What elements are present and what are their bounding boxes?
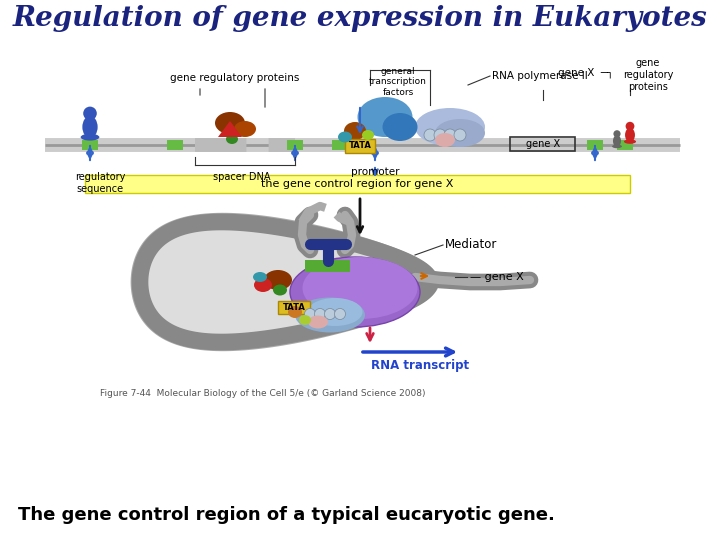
Ellipse shape [264,270,292,290]
Ellipse shape [290,257,420,327]
Text: the gene control region for gene X: the gene control region for gene X [261,179,453,189]
FancyBboxPatch shape [278,301,310,314]
Text: Regulation of gene expression in Eukaryotes: Regulation of gene expression in Eukaryo… [13,4,707,31]
Ellipse shape [338,132,352,143]
Ellipse shape [308,315,328,328]
Text: gene X  ─┐: gene X ─┐ [558,68,613,78]
Text: promoter: promoter [351,167,400,177]
Ellipse shape [299,315,311,325]
Text: TATA: TATA [282,303,305,313]
Bar [85,175,630,193]
Bar [82,140,98,150]
Ellipse shape [613,135,621,147]
Ellipse shape [344,122,366,140]
Circle shape [626,122,634,131]
Text: RNA polymerase II: RNA polymerase II [492,71,588,81]
Ellipse shape [234,121,256,137]
Text: The gene control region of a typical eucaryotic gene.: The gene control region of a typical euc… [18,506,555,524]
Ellipse shape [624,139,636,144]
Circle shape [454,129,466,141]
Circle shape [84,106,96,120]
Circle shape [305,308,315,320]
Circle shape [444,129,456,141]
Text: Mediator: Mediator [445,239,498,252]
Circle shape [613,130,621,137]
Ellipse shape [253,272,267,282]
Circle shape [335,308,346,320]
Polygon shape [132,214,438,350]
Ellipse shape [82,116,98,138]
Circle shape [434,129,446,141]
Text: RNA transcript: RNA transcript [371,359,469,372]
Text: general
transcription
factors: general transcription factors [369,67,427,97]
Bar [332,140,348,150]
Ellipse shape [226,134,238,144]
Ellipse shape [254,278,272,292]
Text: gene X: gene X [526,139,560,149]
Ellipse shape [435,119,485,147]
Ellipse shape [273,285,287,295]
Text: TATA: TATA [348,141,372,151]
Ellipse shape [358,97,413,137]
Text: Figure 7-44  Molecular Biology of the Cell 5/e (© Garland Science 2008): Figure 7-44 Molecular Biology of the Cel… [100,389,426,399]
Ellipse shape [295,298,365,333]
Circle shape [424,129,436,141]
Ellipse shape [362,130,374,140]
Ellipse shape [625,128,635,142]
Ellipse shape [382,113,418,141]
Bar [587,140,603,150]
Text: spacer DNA: spacer DNA [213,172,271,182]
Ellipse shape [415,108,485,146]
Ellipse shape [215,112,245,134]
Polygon shape [218,121,242,137]
Bar [305,260,350,272]
Text: gene regulatory proteins: gene regulatory proteins [171,73,300,83]
Ellipse shape [81,134,99,140]
Circle shape [315,308,325,320]
Circle shape [325,308,336,320]
Text: — gene X: — gene X [470,272,523,282]
Ellipse shape [302,257,418,319]
Bar [167,140,183,150]
Ellipse shape [435,133,455,147]
Ellipse shape [307,298,362,326]
Bar [617,140,633,150]
Ellipse shape [288,306,302,318]
Bar [287,140,303,150]
FancyBboxPatch shape [345,139,375,153]
Ellipse shape [612,145,622,148]
Text: gene
regulatory
proteins: gene regulatory proteins [623,58,673,92]
Text: regulatory
sequence: regulatory sequence [75,172,125,194]
